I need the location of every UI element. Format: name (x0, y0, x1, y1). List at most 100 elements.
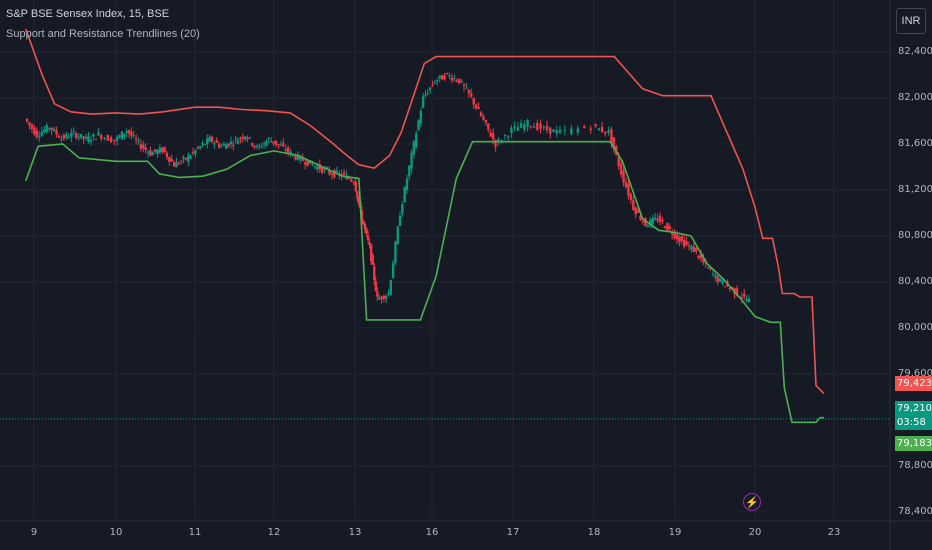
candle-body (702, 258, 705, 263)
candle-body (433, 82, 437, 84)
candle-body (97, 132, 100, 136)
candle-body (668, 226, 671, 230)
candle-body (222, 144, 226, 146)
candle-body (301, 158, 304, 161)
candle-body (325, 167, 329, 169)
candle-body (731, 287, 734, 289)
candle-body (92, 134, 95, 137)
candle-body (428, 87, 432, 90)
candle-body (649, 219, 652, 226)
candle-body (523, 124, 526, 130)
candle-body (396, 226, 399, 245)
candle-body (607, 130, 610, 133)
candle-body (389, 279, 393, 295)
candle-body (50, 127, 53, 131)
candle-body (374, 281, 377, 291)
candle-body (639, 215, 642, 220)
candle-body (255, 146, 259, 148)
candle-body (57, 136, 61, 138)
candle-body (201, 143, 204, 145)
candle-body (289, 151, 292, 155)
candle-body (448, 75, 451, 77)
candle-body (134, 138, 138, 140)
candle-body (272, 141, 275, 144)
candle-body (35, 130, 39, 138)
candle-body (627, 183, 630, 196)
candle-body (482, 116, 485, 120)
price-tick-label: 80,000.00 (898, 322, 932, 333)
candle-body (296, 154, 300, 161)
candle-body (617, 156, 620, 167)
candle-body (363, 223, 367, 230)
candle-body (415, 133, 418, 148)
candle-body (384, 295, 388, 299)
candle-body (118, 135, 121, 137)
candle-body (594, 123, 597, 126)
candle-body (479, 112, 483, 117)
candle-body (125, 131, 128, 133)
symbol-title[interactable]: S&P BSE Sensex Index, 15, BSE (6, 8, 170, 20)
time-tick-label: 12 (267, 527, 281, 538)
price-tick-label: 82,400.00 (898, 46, 932, 57)
candle-body (347, 177, 351, 179)
candle-body (62, 135, 66, 139)
candle-body (408, 165, 411, 177)
candle-body (354, 181, 357, 192)
candle-body (438, 75, 441, 78)
time-tick-label: 23 (827, 527, 841, 538)
candle-body (115, 136, 119, 141)
candle-body (497, 139, 500, 142)
candle-body (440, 75, 444, 80)
indicator-label[interactable]: Support and Resistance Trendlines (20) (6, 28, 200, 40)
candle-body (545, 125, 549, 131)
candle-body (225, 144, 228, 149)
candle-body (25, 118, 29, 122)
candle-body (484, 120, 488, 123)
price-tick-label: 79,600.00 (898, 368, 932, 379)
candle-body (629, 194, 633, 201)
candle-body (455, 80, 458, 82)
bar-countdown: 03:58 (895, 415, 932, 430)
price-tick-label: 81,600.00 (898, 138, 932, 149)
time-tick-label: 16 (425, 527, 439, 538)
candle-body (680, 236, 683, 241)
candle-body (270, 141, 273, 143)
candle-body (106, 135, 109, 141)
candle-body (323, 168, 326, 170)
candle-body (634, 207, 637, 215)
candle-body (424, 94, 427, 96)
candle-body (158, 147, 162, 153)
candle-body (685, 241, 688, 245)
candle-body (697, 255, 700, 259)
candle-body (380, 296, 383, 300)
candle-body (597, 128, 601, 131)
lightning-bolt-icon[interactable]: ⚡ (743, 493, 761, 511)
price-tick-label: 82,000.00 (898, 92, 932, 103)
candle-body (460, 81, 463, 83)
candle-body (72, 131, 75, 133)
resistance-price-tag: 79,423.62 (895, 376, 932, 391)
candle-body (248, 137, 252, 139)
candle-body (666, 223, 669, 231)
candle-body (519, 123, 523, 128)
candle-body (229, 141, 233, 145)
candle-body (123, 133, 126, 137)
currency-button[interactable]: INR (896, 8, 926, 34)
candle-body (600, 126, 604, 132)
candle-body (747, 298, 751, 303)
candlestick-series (25, 72, 751, 304)
candle-body (168, 156, 171, 162)
candle-body (251, 143, 254, 146)
candle-body (526, 120, 529, 127)
candle-body (474, 104, 478, 109)
candle-body (153, 149, 157, 152)
candle-body (132, 135, 135, 137)
candle-body (487, 123, 490, 130)
candle-body (243, 136, 247, 140)
candle-body (40, 131, 43, 136)
candle-body (182, 157, 185, 159)
candle-body (723, 286, 727, 288)
price-tick-label: 80,800.00 (898, 230, 932, 241)
candle-body (335, 170, 338, 172)
